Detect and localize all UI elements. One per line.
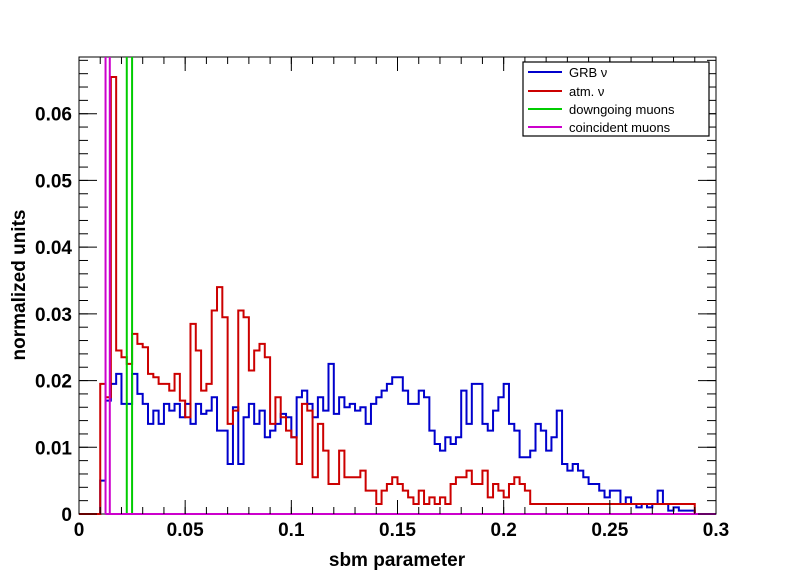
y-tick-label: 0.04: [35, 238, 72, 259]
histogram-series-1: [79, 76, 716, 515]
y-tick-label: 0.02: [35, 372, 72, 393]
x-tick-label: 0.25: [591, 520, 628, 541]
y-tick-label: 0: [61, 505, 72, 526]
y-axis-title: normalized units: [9, 210, 30, 361]
x-tick-label: 0.15: [379, 520, 416, 541]
axes: 0 0.05 0.1 0.15 0.2 0.25 0.3 0 0.01 0.02 0.03 0.04 0…: [35, 57, 729, 541]
legend-label-grb: GRB ν: [569, 65, 607, 80]
y-tick-label: 0.01: [35, 438, 72, 459]
x-axis-title: sbm parameter: [329, 550, 466, 571]
y-tick-label: 0.03: [35, 305, 72, 326]
x-tick-label: 0.3: [703, 520, 729, 541]
legend: GRB ν atm. ν downgoing muons coincident …: [522, 61, 710, 137]
x-tick-label: 0.1: [278, 520, 305, 541]
x-tick-label: 0: [74, 520, 85, 541]
y-tick-label: 0.05: [35, 171, 72, 192]
x-tick-label: 0.05: [167, 520, 204, 541]
y-tick-label: 0.06: [35, 105, 72, 126]
x-tick-label: 0.2: [490, 520, 516, 541]
legend-label-coincident: coincident muons: [569, 120, 671, 135]
legend-label-atm: atm. ν: [569, 84, 604, 99]
legend-box: [522, 61, 710, 137]
series-layer: [79, 57, 716, 515]
legend-label-downgoing: downgoing muons: [569, 102, 675, 117]
